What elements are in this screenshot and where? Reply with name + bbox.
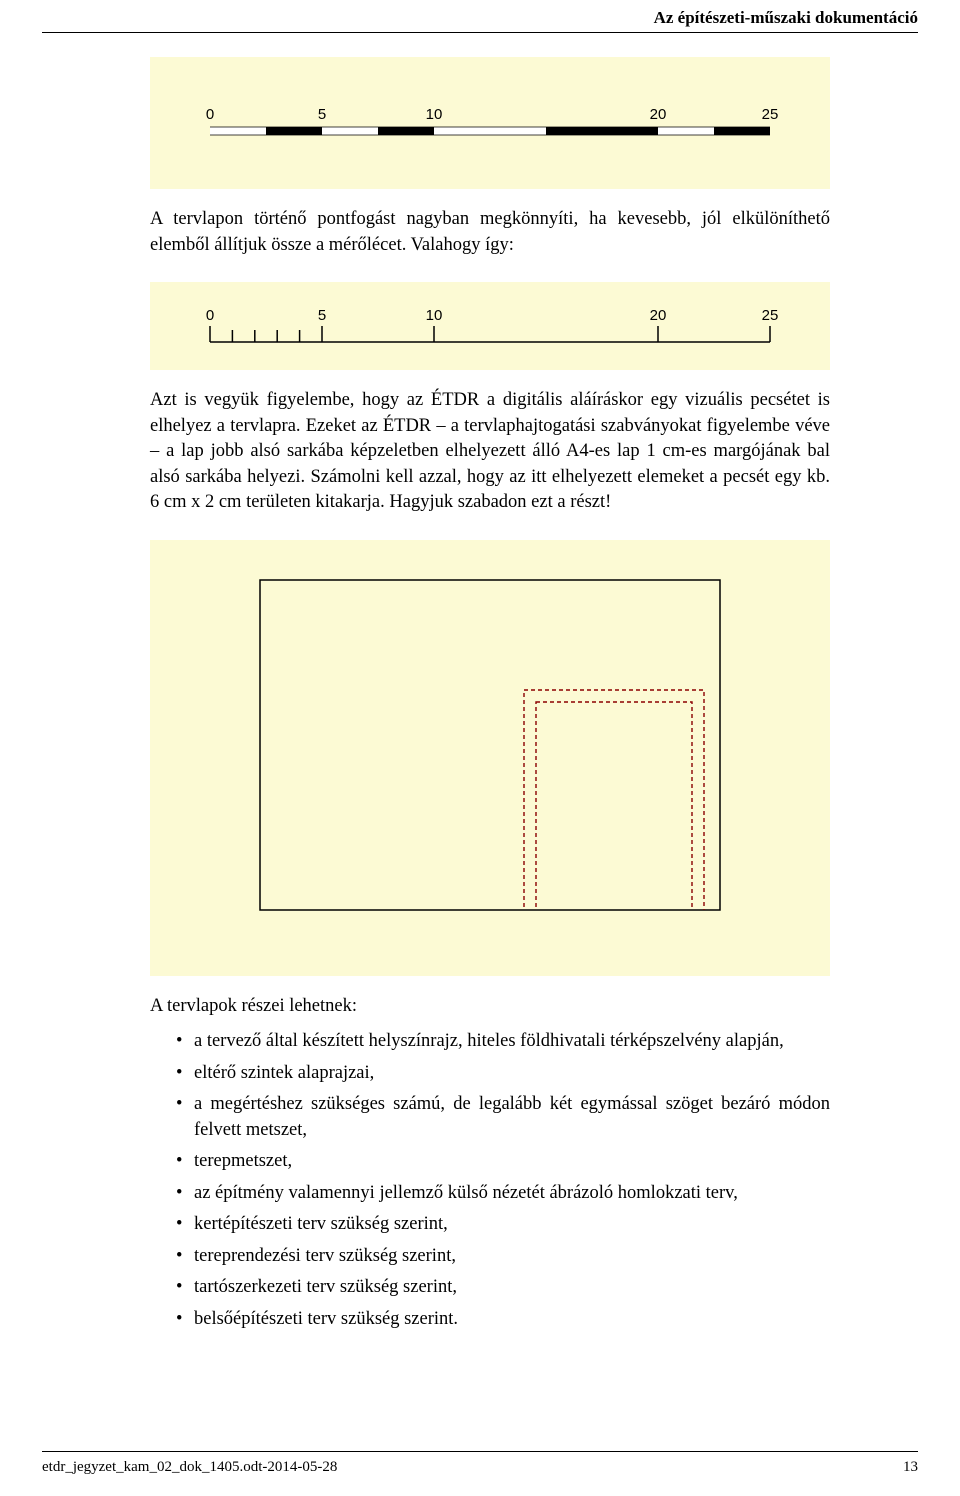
list-item: tartószerkezeti terv szükség szerint, — [176, 1275, 830, 1301]
svg-text:20: 20 — [650, 106, 667, 123]
paragraph-2: Azt is vegyük figyelembe, hogy az ÉTDR a… — [150, 388, 830, 516]
list-item: terepmetszet, — [176, 1149, 830, 1175]
figure-scale-bar-ticks: 0 5 10 20 25 — [150, 282, 830, 370]
svg-text:5: 5 — [318, 307, 326, 324]
list-item: kertépítészeti terv szükség szerint, — [176, 1212, 830, 1238]
content-column: 0 5 10 20 25 A tervlapon történő pontfogást … — [0, 57, 960, 1332]
svg-text:25: 25 — [762, 307, 779, 324]
footer-filename: etdr_jegyzet_kam_02_dok_1405.odt-2014-05… — [42, 1459, 337, 1476]
figure-stamp-diagram — [150, 540, 830, 976]
paragraph-1: A tervlapon történő pontfogást nagyban m… — [150, 207, 830, 258]
list-item: belsőépítészeti terv szükség szerint. — [176, 1307, 830, 1333]
page: Az építészeti-műszaki dokumentáció 0 5 10 2… — [0, 0, 960, 1496]
list-item: a megértéshez szükséges számú, de legalá… — [176, 1092, 830, 1143]
list-item: a tervező által készített helyszínrajz, … — [176, 1029, 830, 1055]
header-rule — [42, 32, 918, 33]
footer: etdr_jegyzet_kam_02_dok_1405.odt-2014-05… — [42, 1459, 918, 1476]
list-item: tereprendezési terv szükség szerint, — [176, 1244, 830, 1270]
svg-text:10: 10 — [426, 106, 443, 123]
list-intro: A tervlapok részei lehetnek: — [150, 994, 830, 1020]
svg-text:5: 5 — [318, 106, 326, 123]
list-item: az építmény valamennyi jellemző külső né… — [176, 1181, 830, 1207]
svg-text:25: 25 — [762, 106, 779, 123]
svg-text:0: 0 — [206, 106, 214, 123]
svg-text:20: 20 — [650, 307, 667, 324]
svg-text:10: 10 — [426, 307, 443, 324]
scale-bar-2-svg: 0 5 10 20 25 — [200, 306, 780, 346]
footer-page-number: 13 — [903, 1459, 918, 1476]
document-parts-list: a tervező által készített helyszínrajz, … — [150, 1029, 830, 1332]
footer-rule — [42, 1451, 918, 1452]
scale-bar-1-svg: 0 5 10 20 25 — [200, 105, 780, 149]
stamp-diagram-svg — [240, 568, 740, 940]
running-header: Az építészeti-műszaki dokumentáció — [0, 0, 960, 32]
list-item: eltérő szintek alaprajzai, — [176, 1061, 830, 1087]
figure-scale-bar-alternating: 0 5 10 20 25 — [150, 57, 830, 189]
svg-text:0: 0 — [206, 307, 214, 324]
